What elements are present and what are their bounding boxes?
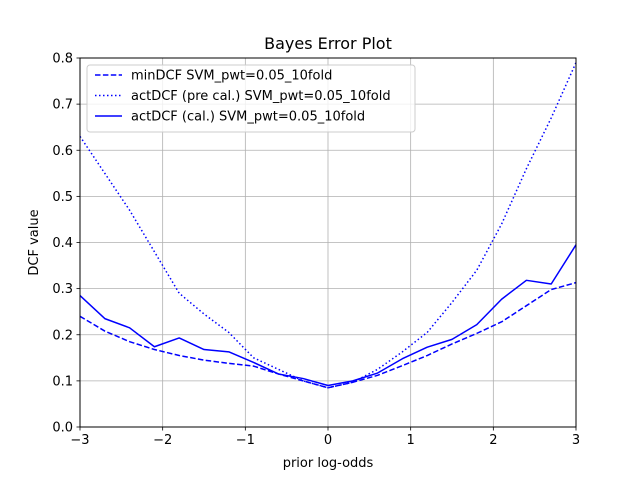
y-tick-label: 0.0 <box>52 421 73 436</box>
y-tick-label: 0.2 <box>52 328 73 343</box>
y-tick-label: 0.5 <box>52 190 73 205</box>
x-tick-label: 3 <box>572 433 580 448</box>
x-axis-ticks: −3 −2 −1 0 1 2 3 <box>70 427 580 448</box>
y-tick-label: 0.4 <box>52 236 73 251</box>
y-tick-label: 0.1 <box>52 374 73 389</box>
series-line-actdcf-pre-cal <box>79 62 577 389</box>
y-tick-label: 0.8 <box>52 52 73 67</box>
x-tick-label: −2 <box>153 433 172 448</box>
legend-label-actdcf-cal: actDCF (cal.) SVM_pwt=0.05_10fold <box>131 110 365 125</box>
x-tick-label: −3 <box>70 433 89 448</box>
y-tick-label: 0.6 <box>52 144 73 159</box>
legend: minDCF SVM_pwt=0.05_10fold actDCF (pre ca… <box>86 64 416 133</box>
series-line-mindcf <box>79 281 577 389</box>
x-axis-label: prior log-odds <box>283 456 374 471</box>
y-axis-label: DCF value <box>27 209 42 275</box>
series-line-actdcf-cal <box>79 244 577 387</box>
y-tick-label: 0.3 <box>52 282 73 297</box>
x-tick-label: 0 <box>324 433 332 448</box>
legend-box <box>86 64 416 133</box>
x-tick-label: 2 <box>489 433 497 448</box>
series-layer <box>79 62 577 389</box>
chart-title: Bayes Error Plot <box>264 34 392 53</box>
legend-label-mindcf: minDCF SVM_pwt=0.05_10fold <box>131 69 332 84</box>
legend-label-actdcf-pre-cal: actDCF (pre cal.) SVM_pwt=0.05_10fold <box>131 89 391 104</box>
y-axis-ticks: 0.0 0.1 0.2 0.3 0.4 0.5 0.6 0.7 0.8 <box>52 52 80 436</box>
x-tick-label: 1 <box>407 433 415 448</box>
y-tick-label: 0.7 <box>52 98 73 113</box>
x-tick-label: −1 <box>236 433 255 448</box>
